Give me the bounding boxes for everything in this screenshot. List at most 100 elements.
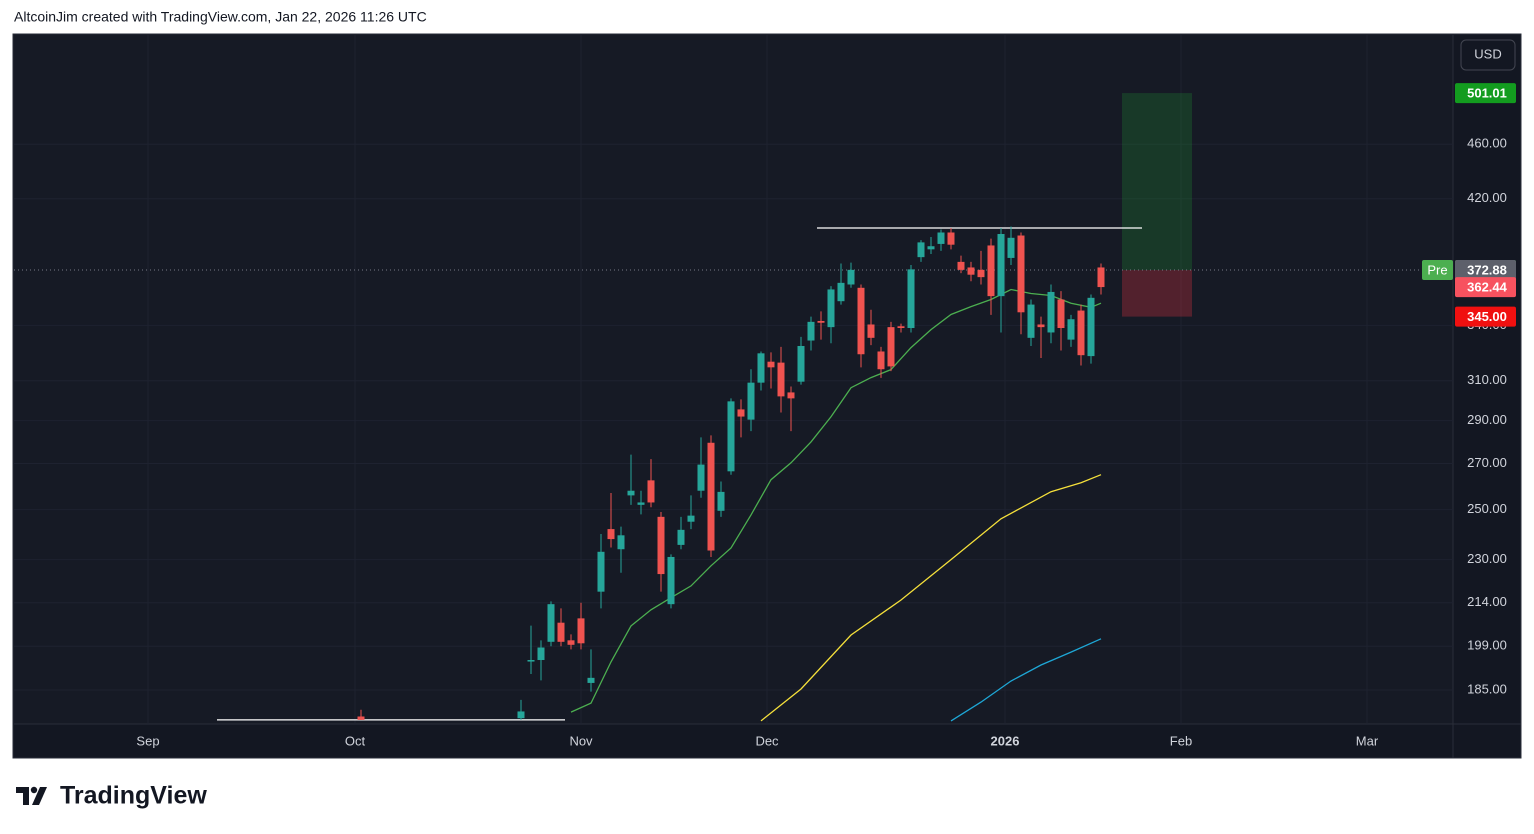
candle-body [617,535,625,550]
candle-body [1057,299,1065,329]
candle-body [887,327,895,367]
y-tick-label: 214.00 [1467,594,1507,609]
candle-body [527,660,535,662]
plot-area [14,35,1453,724]
y-tick-label: 270.00 [1467,455,1507,470]
candle-body [927,246,935,250]
y-tick-label: 185.00 [1467,681,1507,696]
candle-body [737,409,745,417]
candle-body [627,490,635,496]
candle-body [907,269,915,329]
candle-body [957,261,965,270]
x-tick-label: 2026 [991,733,1020,748]
logo-mark [16,787,29,805]
candle-body [987,245,995,297]
candle-body [1077,310,1085,356]
axes: 185.00 199.00 214.00 230.00 250.00 270.00 290.… [136,83,1516,748]
candle-body [597,551,605,592]
y-tick-label: 460.00 [1467,136,1507,151]
candle-body [1087,297,1095,357]
candle-body [787,392,795,399]
logo-mark [30,786,38,794]
candle-body [547,604,555,642]
y-tick-label: 420.00 [1467,190,1507,205]
candle-body [997,234,1005,297]
plot [14,35,1453,724]
y-tick-label: 290.00 [1467,412,1507,427]
x-tick-label: Oct [345,733,366,748]
candle-body [1007,237,1015,258]
candle-body [667,556,675,605]
candle-body [1027,304,1035,338]
candle-body [537,647,545,661]
candle-body [1097,267,1105,288]
price-label: 501.01 [1467,86,1507,101]
x-tick-label: Feb [1170,733,1192,748]
currency-button[interactable] [1460,39,1516,71]
candle-body [607,529,615,540]
candle-body [717,491,725,511]
y-tick-label: 310.00 [1467,372,1507,387]
price-label: 372.88 [1467,262,1507,277]
x-tick-label: Mar [1356,733,1379,748]
moving-average [760,474,1102,722]
candle-body [967,267,975,275]
x-tick-label: Nov [569,733,593,748]
stop-zone [1122,270,1192,317]
candle-body [657,516,665,575]
candle-body [357,716,365,720]
price-label: 362.44 [1467,280,1508,295]
candle-body [747,382,755,420]
candle-body [1067,319,1075,340]
candle-body [847,269,855,285]
candle-body [577,618,585,644]
candle-body [1017,235,1025,313]
candle-body [827,289,835,328]
brand-logo [16,786,47,805]
candle-body [817,320,825,323]
price-tag: Pre [1427,262,1447,277]
candle-body [687,515,695,522]
price-label-box [1455,306,1516,327]
candle-body [807,321,815,341]
candle-body [767,361,775,368]
candle-body [867,324,875,338]
candle-body [727,401,735,472]
candle-body [647,480,655,503]
candle-body [797,345,805,382]
candle-body [877,351,885,370]
x-tick-label: Sep [136,733,159,748]
y-tick-label: 250.00 [1467,501,1507,516]
candle-body [757,353,765,383]
candle-body [977,269,985,278]
brand: TradingView [60,782,207,810]
candle-body [857,287,865,355]
price-tag-box [1422,259,1453,280]
candle-body [837,282,845,302]
candle-body [937,232,945,244]
candle-body [587,677,595,683]
candle-body [557,622,565,642]
candle-body [917,242,925,258]
price-label: 345.00 [1467,309,1507,324]
candle-body [517,711,525,719]
y-tick-label: 230.00 [1467,551,1507,566]
candle-body [707,442,715,551]
price-label-box [1455,277,1516,298]
price-label-box [1455,260,1516,281]
candle-body [637,502,645,505]
y-tick-label: 199.00 [1467,638,1507,653]
target-zone [1122,93,1192,271]
price-label-box [1455,83,1516,104]
logo-mark [32,787,47,805]
candle-body [947,232,955,245]
candle-body [697,464,705,491]
candle-body [567,640,575,645]
candle-body [677,529,685,545]
moving-average [950,638,1102,722]
candle-body [777,362,785,397]
x-tick-label: Dec [755,733,779,748]
currency: USD [1474,46,1501,61]
